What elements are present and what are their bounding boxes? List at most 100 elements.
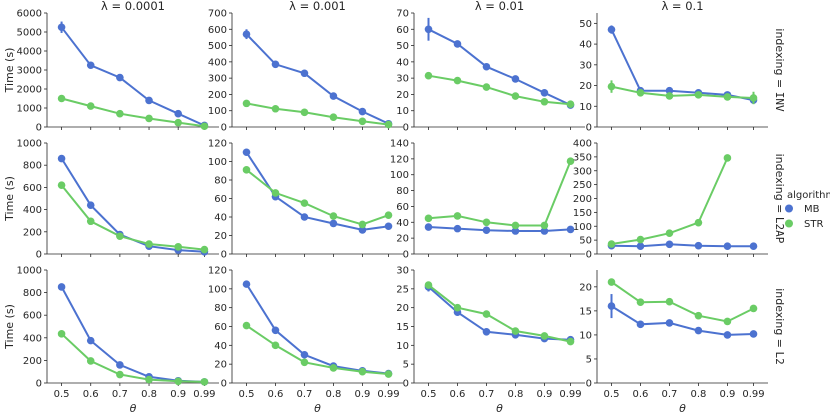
- data-point-str: [511, 327, 520, 335]
- y-tick-label: 0: [221, 379, 227, 390]
- y-tick-label: 10: [579, 330, 592, 341]
- row-title: indexing = L2AP: [773, 154, 786, 244]
- data-point-mb: [384, 222, 393, 231]
- data-point-str: [540, 332, 549, 340]
- column-title: λ = 0.001: [289, 0, 346, 13]
- data-point-str: [242, 99, 251, 108]
- y-axis-label: Time (s): [3, 304, 16, 350]
- y-tick-label: 140: [390, 139, 409, 150]
- series-line-mb: [60, 286, 205, 383]
- data-point-mb: [116, 361, 124, 369]
- y-tick-label: 20: [579, 282, 592, 293]
- data-point-mb: [607, 25, 616, 34]
- data-point-str: [86, 217, 95, 226]
- row-title: indexing = L2: [773, 288, 786, 365]
- data-point-str: [540, 97, 549, 106]
- data-point-mb: [540, 89, 549, 97]
- y-tick-label: 1000: [17, 139, 42, 150]
- data-point-mb: [482, 327, 491, 336]
- data-point-mb: [723, 331, 732, 339]
- x-tick-label: 0.8: [325, 389, 341, 400]
- series-line-mb: [245, 283, 389, 375]
- y-tick-label: 10: [579, 102, 592, 113]
- x-tick-label: 0.99: [377, 389, 399, 400]
- legend-label-mb: MB: [804, 204, 820, 215]
- series-line-str: [246, 102, 389, 126]
- data-point-mb: [566, 225, 575, 234]
- data-point-mb: [540, 227, 549, 235]
- data-point-mb: [358, 107, 367, 116]
- series-line-str: [60, 333, 205, 383]
- column-title: λ = 0.1: [661, 0, 703, 13]
- data-point-mb: [665, 319, 674, 327]
- series-line-mb: [245, 151, 389, 231]
- data-point-mb: [329, 219, 338, 228]
- y-tick-label: 10: [396, 341, 409, 352]
- panel-r0-c1: 0 100 200 300 400 500 600 700: [208, 9, 403, 134]
- series-line-mb: [60, 26, 205, 127]
- y-tick-label: 300: [573, 166, 592, 177]
- data-point-mb: [749, 330, 758, 338]
- y-tick-label: 0: [36, 250, 42, 261]
- series-line-mb: [610, 29, 754, 102]
- data-point-mb: [482, 62, 491, 71]
- data-point-str: [174, 118, 182, 127]
- y-tick-label: 3000: [17, 66, 42, 77]
- data-point-str: [636, 235, 645, 244]
- data-point-str: [723, 317, 732, 326]
- series-line-mb: [428, 226, 571, 232]
- data-point-mb: [453, 40, 462, 48]
- data-point-str: [358, 367, 367, 376]
- data-point-str: [242, 321, 251, 330]
- y-tick-label: 600: [23, 311, 42, 322]
- x-tick-label: 0.6: [268, 389, 284, 400]
- data-point-str: [200, 122, 209, 131]
- data-point-mb: [300, 350, 309, 359]
- data-point-str: [694, 218, 703, 227]
- y-tick-label: 40: [579, 40, 592, 51]
- y-tick-label: 100: [390, 170, 409, 181]
- data-point-mb: [300, 213, 309, 221]
- x-tick-label: 0.6: [83, 389, 99, 400]
- y-tick-label: 300: [208, 74, 227, 85]
- y-tick-label: 400: [23, 205, 42, 216]
- x-tick-label: 0.7: [297, 389, 313, 400]
- column-title: λ = 0.01: [475, 0, 524, 13]
- y-tick-label: 700: [208, 9, 227, 20]
- y-tick-label: 50: [579, 236, 592, 247]
- data-point-str: [424, 281, 433, 289]
- y-tick-label: 150: [573, 208, 592, 219]
- data-point-str: [511, 221, 520, 230]
- data-point-mb: [242, 30, 251, 38]
- series-line-str: [61, 97, 205, 128]
- data-point-str: [116, 109, 124, 118]
- data-point-mb: [749, 242, 758, 251]
- y-tick-label: 5000: [17, 28, 42, 39]
- y-tick-label: 600: [23, 183, 42, 194]
- y-tick-label: 40: [396, 218, 409, 229]
- x-tick-label: 0.99: [193, 389, 215, 400]
- data-point-mb: [453, 224, 462, 233]
- data-point-mb: [694, 241, 703, 250]
- data-point-str: [116, 232, 124, 241]
- panel-r0-c0: 0 1000 2000 3000 4000 5000 6000: [17, 9, 219, 134]
- y-tick-label: 400: [23, 333, 42, 344]
- data-point-str: [566, 157, 575, 166]
- data-point-str: [482, 83, 491, 91]
- data-point-mb: [242, 280, 251, 288]
- data-point-str: [86, 357, 95, 365]
- y-tick-label: 0: [403, 250, 409, 261]
- x-tick-label: 0.6: [633, 389, 649, 400]
- series-line-str: [245, 169, 389, 226]
- data-point-str: [511, 92, 520, 100]
- data-point-str: [329, 364, 338, 372]
- data-point-str: [57, 181, 66, 189]
- x-tick-label: 0.8: [507, 389, 523, 400]
- y-tick-label: 20: [214, 360, 227, 371]
- x-tick-label: 0.9: [536, 389, 552, 400]
- y-tick-label: 80: [214, 176, 227, 187]
- legend-marker-mb: [785, 204, 793, 213]
- y-tick-label: 800: [23, 161, 42, 172]
- data-point-str: [453, 212, 462, 220]
- y-tick-label: 50: [396, 41, 409, 52]
